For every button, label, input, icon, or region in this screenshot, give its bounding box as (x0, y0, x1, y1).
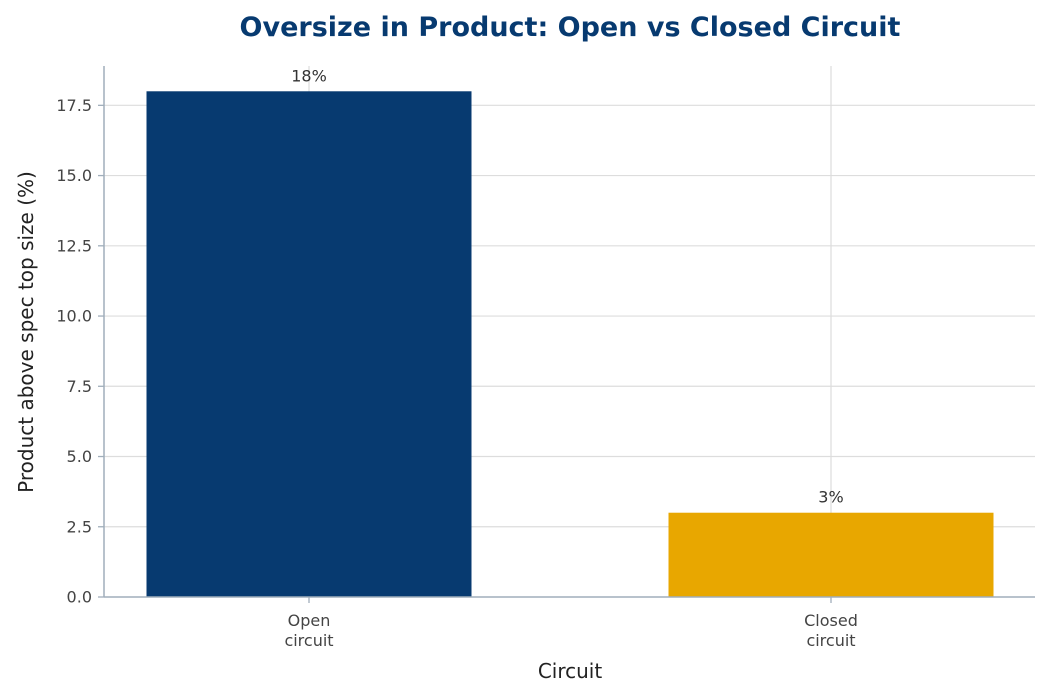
chart-title: Oversize in Product: Open vs Closed Circ… (240, 12, 901, 43)
y-tick-label: 17.5 (56, 96, 92, 115)
axes (103, 66, 1035, 598)
y-tick-label: 10.0 (56, 307, 92, 326)
y-tick-label: 5.0 (67, 447, 92, 466)
bar (146, 91, 472, 598)
bar-value-label: 3% (818, 488, 843, 507)
y-tick-label: 15.0 (56, 166, 92, 185)
ticks: 0.0 2.5 5.0 7.5 10.0 12.5 15.0 17.5 Open circuit C… (56, 96, 858, 650)
bars (146, 91, 994, 598)
y-tick-label: 7.5 (67, 377, 92, 396)
y-axis-label: Product above spec top size (%) (14, 171, 38, 493)
x-axis-label: Circuit (538, 659, 603, 683)
y-tick-label: 12.5 (56, 236, 92, 255)
bar (668, 512, 994, 597)
y-tick-label: 0.0 (67, 588, 92, 607)
data-labels: 18% 3% (291, 66, 843, 506)
bar-value-label: 18% (291, 66, 327, 85)
x-tick-label: Closed circuit (804, 611, 858, 650)
y-tick-label: 2.5 (67, 517, 92, 536)
x-tick-label: Open circuit (284, 611, 333, 650)
